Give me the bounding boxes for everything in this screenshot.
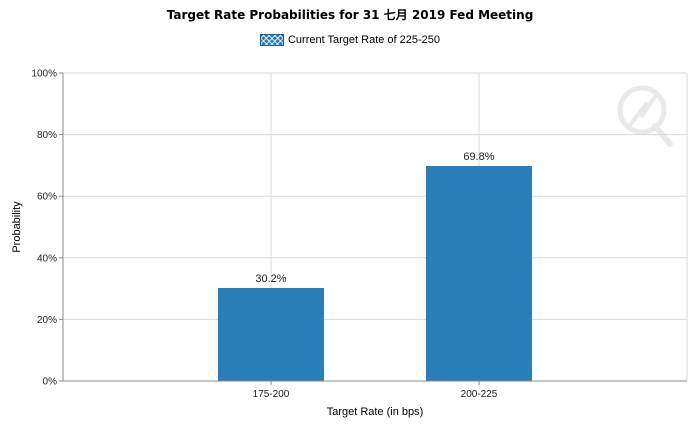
legend-label: Current Target Rate of 225-250 xyxy=(287,34,441,46)
x-axis-title: Target Rate (in bps) xyxy=(327,406,424,418)
y-tick-label: 0% xyxy=(43,377,58,388)
y-tick-label: 60% xyxy=(37,192,57,203)
x-tick-label: 175-200 xyxy=(253,389,290,400)
y-tick-label: 80% xyxy=(37,130,57,141)
y-axis-title: Probability xyxy=(11,201,23,253)
y-tick-label: 40% xyxy=(37,253,57,264)
chart-title: Target Rate Probabilities for 31 七月 2019… xyxy=(166,8,534,22)
q-logo-icon xyxy=(617,85,673,147)
data-label: 30.2% xyxy=(255,273,286,285)
bar-175-200 xyxy=(218,287,324,381)
x-tick-label: 200-225 xyxy=(461,389,498,400)
y-tick-label: 20% xyxy=(37,315,57,326)
legend-swatch-icon xyxy=(259,34,284,46)
y-tick-label: 100% xyxy=(31,69,57,80)
data-label: 69.8% xyxy=(463,151,494,163)
legend: Current Target Rate of 225-250 xyxy=(0,34,700,49)
bar-200-225 xyxy=(426,166,532,381)
